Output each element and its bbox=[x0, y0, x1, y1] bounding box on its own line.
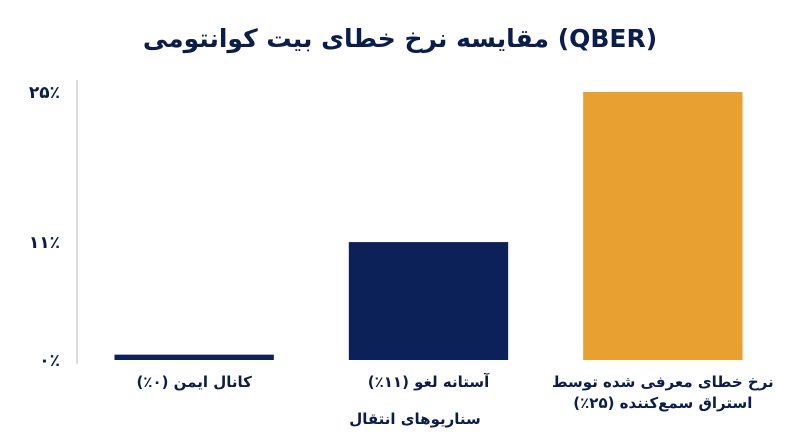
x-category-label-line: کانال ایمن (۰٪) bbox=[136, 373, 252, 391]
x-category-label-line: نرخ خطای معرفی شده توسط bbox=[552, 373, 774, 391]
x-category-label: کانال ایمن (۰٪) bbox=[136, 373, 252, 391]
bar-3 bbox=[583, 92, 743, 360]
bars-group bbox=[114, 92, 743, 360]
x-category-labels: کانال ایمن (۰٪) آستانه لغو (۱۱٪) نرخ خطای … bbox=[136, 373, 773, 412]
bar-1 bbox=[114, 354, 274, 360]
chart-title: مقایسه نرخ خطای بیت کوانتومی (QBER) bbox=[143, 24, 657, 54]
bar-2 bbox=[348, 242, 509, 360]
x-category-label-line: آستانه لغو (۱۱٪) bbox=[368, 373, 490, 391]
x-axis-label: سناریوهای انتقال bbox=[349, 410, 481, 428]
x-category-label: نرخ خطای معرفی شده توسط استراق سمع‌کننده … bbox=[552, 373, 774, 412]
y-tick-label: ۲۵٪ bbox=[29, 83, 60, 103]
x-category-label: آستانه لغو (۱۱٪) bbox=[368, 373, 490, 391]
x-category-label-line: استراق سمع‌کننده (۲۵٪) bbox=[573, 394, 752, 412]
y-tick-labels: ۰٪ ۱۱٪ ۲۵٪ bbox=[29, 83, 60, 371]
y-tick-label: ۱۱٪ bbox=[29, 233, 60, 253]
y-tick-label: ۰٪ bbox=[39, 351, 60, 371]
